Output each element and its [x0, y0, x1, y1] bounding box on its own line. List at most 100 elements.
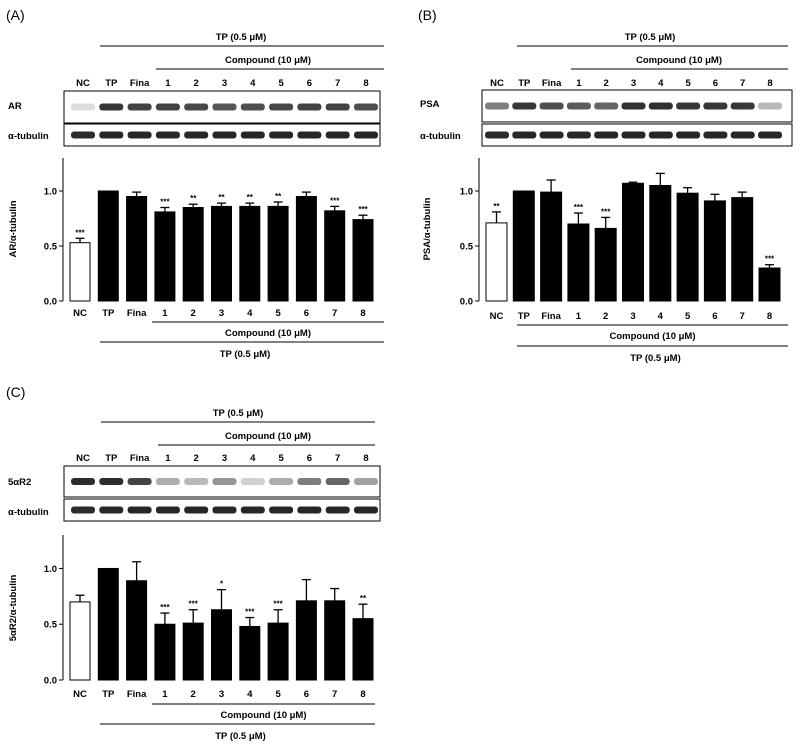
- panel-a-lane-label: 6: [307, 78, 312, 89]
- blot-band: [325, 103, 350, 111]
- panel-a-lane-label: 3: [222, 78, 227, 89]
- blot-band: [71, 103, 95, 111]
- blot-band: [99, 103, 124, 111]
- x-tick-label: 4: [247, 689, 253, 700]
- y-axis-label: PSA/α-tubulin: [422, 197, 433, 260]
- x-tick-label: Fina: [127, 689, 147, 700]
- panel-c-lane-label: 2: [194, 453, 199, 464]
- panel-b-lane-label: 2: [604, 78, 609, 89]
- panel-b-lane-label: NC: [490, 78, 504, 89]
- blot-band: [354, 506, 378, 514]
- x-tick-label: 2: [603, 311, 608, 322]
- x-axis-label: Compound (10 μM): [220, 710, 306, 721]
- bar: [126, 196, 148, 302]
- x-tick-label: 2: [191, 689, 196, 700]
- y-tick-label: 0.0: [44, 297, 57, 308]
- panel-a-lane-label: 8: [363, 78, 368, 89]
- blot-band: [758, 131, 782, 139]
- significance-marker: ***: [330, 196, 340, 205]
- blot-band: [485, 102, 509, 110]
- x-tick-label: 2: [191, 308, 196, 319]
- blot-band: [730, 131, 755, 139]
- x-tick-label: 7: [332, 308, 337, 319]
- blot-band: [155, 478, 180, 485]
- panel-b-tubulin-bands: [485, 131, 782, 139]
- bar: [352, 618, 374, 681]
- bar: [295, 600, 317, 681]
- blot-band: [240, 103, 265, 111]
- significance-marker: ***: [358, 205, 368, 214]
- bar: [295, 196, 317, 302]
- x-tick-label: TP: [518, 311, 531, 322]
- blot-band: [703, 131, 728, 139]
- panel-b-tubulin-label: α-tubulin: [420, 131, 461, 142]
- x-tick-label: 5: [275, 689, 281, 700]
- y-tick-label: 0.5: [44, 242, 58, 253]
- blot-band: [184, 103, 209, 111]
- bar: [239, 205, 261, 302]
- blot-band: [212, 131, 237, 139]
- panel-c-lane-label: 8: [363, 453, 368, 464]
- x-tick-label: 3: [219, 308, 224, 319]
- blot-band: [512, 102, 537, 110]
- panel-a-compound-header: Compound (10 μM): [225, 55, 311, 66]
- bar: [567, 223, 590, 302]
- panel-a: (A) TP (0.5 μM) Compound (10 μM) NC TP Fin…: [6, 7, 384, 360]
- blot-band: [512, 131, 537, 139]
- significance-marker: **: [360, 594, 367, 603]
- bar: [239, 625, 261, 681]
- bar: [182, 622, 204, 681]
- panel-c-lane-labels: NC TP Fina 1 2 3 4 5 6 7 8: [76, 453, 369, 464]
- blot-band: [539, 131, 564, 139]
- x-tick-label: 5: [685, 311, 691, 322]
- panel-c-lane-label: Fina: [130, 453, 150, 464]
- blot-band: [594, 102, 619, 110]
- bar: [211, 205, 232, 302]
- blot-band: [127, 131, 152, 139]
- blot-band: [325, 506, 350, 514]
- blot-band: [99, 506, 124, 514]
- blot-band: [485, 131, 509, 139]
- panel-a-label: (A): [6, 7, 25, 23]
- bar: [594, 227, 617, 302]
- panel-a-tubulin-bands: [71, 131, 378, 139]
- panel-a-chart: 0.0 0.5 1.0 AR/α-tubulin *** NC TP Fina *** 1 ** 2 *…: [8, 158, 384, 360]
- blot-band: [297, 506, 322, 514]
- bar: [211, 609, 232, 681]
- blot-band: [354, 131, 378, 139]
- significance-marker: ***: [189, 600, 199, 609]
- bar: [97, 567, 119, 681]
- x-tick-label: Fina: [541, 311, 561, 322]
- bar: [154, 623, 176, 681]
- panel-a-blot-label: AR: [8, 101, 22, 112]
- blot-band: [212, 478, 237, 485]
- blot-band: [648, 131, 673, 139]
- blot-band: [325, 478, 350, 485]
- blot-band: [758, 102, 782, 110]
- panel-a-lane-label: 5: [278, 78, 284, 89]
- blot-band: [184, 478, 209, 485]
- tp-group-label: TP (0.5 μM): [220, 349, 271, 360]
- y-tick-label: 1.0: [44, 564, 57, 575]
- x-tick-label: 7: [740, 311, 745, 322]
- panel-b-lane-label: 4: [658, 78, 664, 89]
- bar: [69, 601, 91, 681]
- x-tick-label: 8: [767, 311, 772, 322]
- blot-band: [621, 131, 646, 139]
- blot-band: [594, 131, 619, 139]
- panel-b-lane-label: TP: [518, 78, 531, 89]
- blot-band: [269, 131, 294, 139]
- panel-b-blot-label: PSA: [420, 99, 440, 110]
- panel-c-lane-label: 6: [307, 453, 312, 464]
- blot-band: [155, 103, 180, 111]
- panel-c-label: (C): [6, 384, 25, 400]
- blot-band: [212, 103, 237, 111]
- blot-band: [127, 478, 152, 485]
- blot-band: [99, 478, 124, 485]
- panel-a-lane-label: Fina: [130, 78, 150, 89]
- panel-c-compound-header: Compound (10 μM): [225, 431, 311, 442]
- y-tick-label: 1.0: [460, 187, 473, 198]
- blot-band: [676, 131, 701, 139]
- x-axis-label: Compound (10 μM): [609, 331, 695, 342]
